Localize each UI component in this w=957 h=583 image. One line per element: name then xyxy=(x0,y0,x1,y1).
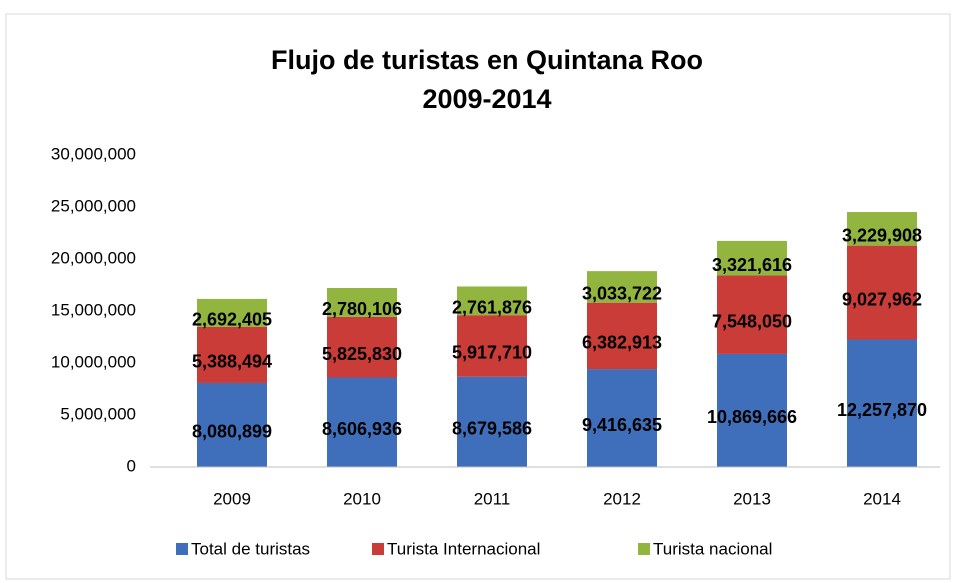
value-label: 8,679,586 xyxy=(452,419,532,439)
legend-label: Turista nacional xyxy=(653,539,772,558)
legend-swatch xyxy=(372,543,384,555)
bar-segment xyxy=(197,326,267,383)
bar-segment xyxy=(327,316,397,378)
legend-label: Total de turistas xyxy=(191,539,310,558)
value-label: 8,606,936 xyxy=(322,419,402,439)
bar-segment xyxy=(717,353,787,467)
value-label: 2,780,106 xyxy=(322,299,402,319)
x-tick-label: 2013 xyxy=(733,489,771,508)
x-tick-label: 2010 xyxy=(343,489,381,508)
bar-segment xyxy=(327,377,397,467)
bar-segment xyxy=(717,275,787,354)
value-label: 9,416,635 xyxy=(582,415,662,435)
x-tick-label: 2012 xyxy=(603,489,641,508)
bar-segment xyxy=(847,245,917,340)
y-tick-label: 30,000,000 xyxy=(51,144,136,163)
value-label: 2,761,876 xyxy=(452,298,532,318)
value-label: 12,257,870 xyxy=(837,400,927,420)
bar-segment xyxy=(587,369,657,467)
value-label: 5,388,494 xyxy=(192,352,272,372)
y-tick-label: 10,000,000 xyxy=(51,352,136,371)
chart-title: Flujo de turistas en Quintana Roo xyxy=(271,45,703,75)
legend-swatch xyxy=(638,543,650,555)
value-label: 9,027,962 xyxy=(842,289,922,309)
bar-segment xyxy=(457,315,527,377)
bar-segment xyxy=(717,240,787,276)
value-label: 3,229,908 xyxy=(842,226,922,246)
value-label: 6,382,913 xyxy=(582,333,662,353)
y-tick-label: 20,000,000 xyxy=(51,248,136,267)
value-label: 8,080,899 xyxy=(192,422,272,442)
y-tick-label: 5,000,000 xyxy=(60,404,136,423)
bar-segment xyxy=(197,298,267,327)
legend-label: Turista Internacional xyxy=(387,539,540,558)
value-label: 7,548,050 xyxy=(712,311,792,331)
bar-segment xyxy=(197,382,267,467)
bar-segment xyxy=(457,376,527,467)
bar-segment xyxy=(847,339,917,467)
bar-segment xyxy=(587,302,657,370)
legend-swatch xyxy=(176,543,188,555)
y-tick-label: 0 xyxy=(127,456,136,475)
x-tick-label: 2009 xyxy=(213,489,251,508)
value-label: 5,825,830 xyxy=(322,344,402,364)
x-tick-label: 2011 xyxy=(474,489,511,508)
chart-subtitle: 2009-2014 xyxy=(422,84,551,114)
value-label: 5,917,710 xyxy=(452,343,532,363)
y-tick-label: 25,000,000 xyxy=(51,196,136,215)
bar-segment xyxy=(457,286,527,316)
value-label: 2,692,405 xyxy=(192,310,272,330)
value-label: 3,033,722 xyxy=(582,284,662,304)
x-tick-label: 2014 xyxy=(863,489,901,508)
value-label: 10,869,666 xyxy=(707,407,797,427)
value-label: 3,321,616 xyxy=(712,255,792,275)
bar-segment xyxy=(847,212,917,246)
bar-segment xyxy=(327,287,397,317)
y-tick-label: 15,000,000 xyxy=(51,300,136,319)
bar-segment xyxy=(587,271,657,303)
